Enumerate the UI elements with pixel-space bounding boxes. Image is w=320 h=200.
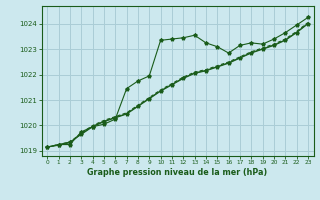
X-axis label: Graphe pression niveau de la mer (hPa): Graphe pression niveau de la mer (hPa) [87,168,268,177]
